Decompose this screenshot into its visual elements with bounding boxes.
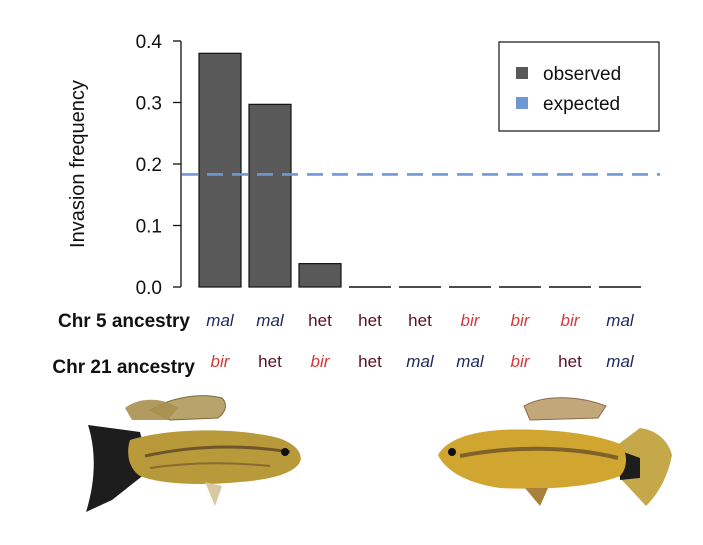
legend-swatch-expected: [516, 97, 528, 109]
y-axis-title: Invasion frequency: [67, 80, 89, 248]
y-tick-label: 0.3: [136, 94, 162, 115]
y-tick-label: 0.4: [136, 32, 163, 53]
chr5-genotype-4: het: [358, 311, 382, 330]
legend-box: [498, 41, 660, 132]
chr21-genotype-9: mal: [606, 352, 635, 371]
legend-label-observed: observed: [543, 64, 621, 85]
bar-1: [198, 52, 242, 288]
chr5-genotype-6: bir: [461, 311, 481, 330]
chr5-genotype-8: bir: [561, 311, 581, 330]
y-tick-label: 0.2: [136, 155, 162, 176]
chr21-genotype-1: bir: [211, 352, 231, 371]
chr21-genotype-3: bir: [311, 352, 331, 371]
legend-label-expected: expected: [543, 94, 620, 115]
fish-right-image: [438, 397, 672, 506]
bar-3: [298, 263, 342, 288]
chr5-row-label: Chr 5 ancestry: [58, 311, 190, 332]
chr5-genotype-3: het: [308, 311, 332, 330]
chr5-genotype-2: mal: [256, 311, 285, 330]
chr21-genotype-7: bir: [511, 352, 531, 371]
chr21-genotype-4: het: [358, 352, 382, 371]
plot-area: 0.0 0.1 0.2 0.3 0.4 Invasion frequency observe…: [52, 32, 660, 378]
fish-left-image: [86, 395, 301, 512]
chr21-row-label: Chr 21 ancestry: [52, 357, 195, 378]
chr5-genotype-7: bir: [511, 311, 531, 330]
chr21-genotype-2: het: [258, 352, 282, 371]
chr5-genotype-1: mal: [206, 311, 235, 330]
bar-2: [248, 103, 292, 288]
chr5-genotype-5: het: [408, 311, 432, 330]
chr21-genotype-8: het: [558, 352, 582, 371]
chr21-genotype-6: mal: [456, 352, 485, 371]
y-tick-label: 0.0: [136, 278, 162, 299]
y-tick-label: 0.1: [136, 217, 162, 238]
chr21-genotype-5: mal: [406, 352, 435, 371]
chr5-genotype-9: mal: [606, 311, 635, 330]
legend-swatch-observed: [516, 67, 528, 79]
